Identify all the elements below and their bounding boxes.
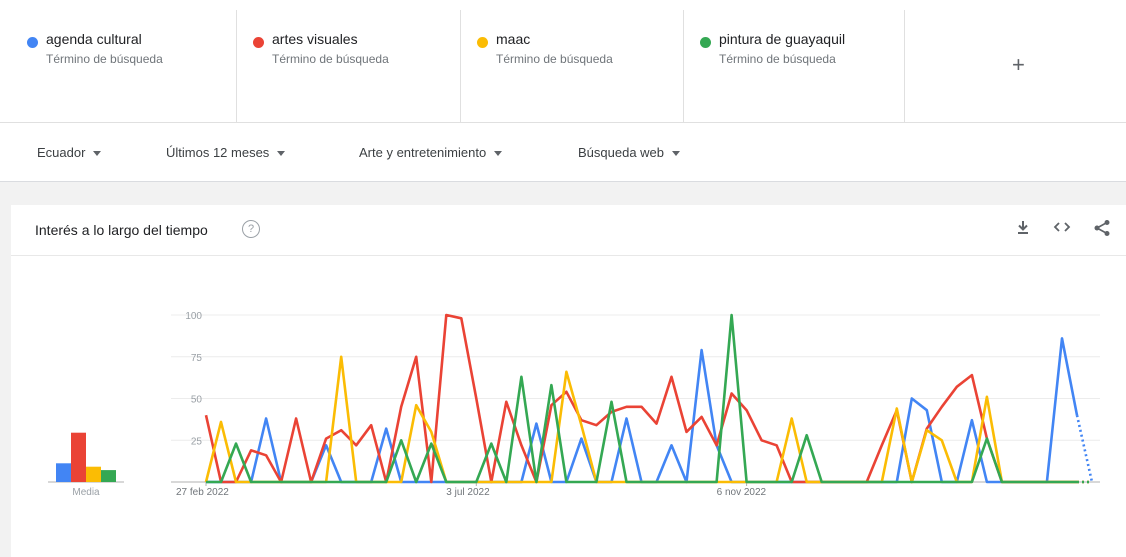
average-bar — [71, 432, 86, 482]
term-artes-visuales[interactable]: artes visuales Término de búsqueda — [237, 10, 461, 122]
caret-down-icon — [277, 151, 286, 157]
search-terms-bar: agenda cultural Término de búsqueda arte… — [0, 0, 1126, 122]
series-color-dot — [700, 37, 711, 48]
term-name: agenda cultural — [46, 31, 142, 47]
term-type: Término de búsqueda — [272, 52, 389, 66]
x-tick-label: 3 jul 2022 — [446, 487, 490, 498]
series-line — [206, 337, 1079, 484]
averages-label: Media — [72, 487, 100, 498]
x-tick-label: 6 nov 2022 — [717, 487, 767, 498]
y-tick-label: 50 — [191, 395, 203, 406]
caret-down-icon — [494, 151, 503, 157]
plus-icon: + — [1012, 52, 1025, 77]
term-agenda-cultural[interactable]: agenda cultural Término de búsqueda — [11, 10, 237, 122]
embed-icon[interactable] — [1052, 219, 1072, 238]
period-label: Últimos 12 meses — [166, 145, 270, 160]
series-partial-line — [1075, 414, 1094, 483]
category-label: Arte y entretenimiento — [359, 145, 487, 160]
term-type: Término de búsqueda — [719, 52, 836, 66]
y-tick-label: 25 — [191, 436, 203, 447]
x-tick-label: 27 feb 2022 — [176, 487, 229, 498]
search-type-dropdown[interactable]: Búsqueda web — [578, 145, 681, 160]
download-icon[interactable] — [1016, 219, 1030, 238]
add-term-button[interactable]: + — [905, 10, 1126, 122]
series-color-dot — [253, 37, 264, 48]
term-type: Término de búsqueda — [46, 52, 163, 66]
y-tick-label: 100 — [185, 311, 202, 322]
region-dropdown[interactable]: Ecuador — [37, 145, 102, 160]
share-icon[interactable] — [1093, 219, 1111, 240]
y-tick-label: 75 — [191, 353, 203, 364]
series-line — [206, 313, 1077, 484]
region-label: Ecuador — [37, 145, 86, 160]
series-color-dot — [477, 37, 488, 48]
term-name: pintura de guayaquil — [719, 31, 846, 47]
category-dropdown[interactable]: Arte y entretenimiento — [359, 145, 503, 160]
average-bar — [101, 470, 116, 482]
caret-down-icon — [93, 151, 102, 157]
period-dropdown[interactable]: Últimos 12 meses — [166, 145, 286, 160]
interest-chart: 25 50 75 100 27 feb 2022 3 jul 2022 6 nov 2022… — [48, 311, 1100, 498]
term-maac[interactable]: maac Término de búsqueda — [461, 10, 684, 122]
card-header: Interés a lo largo del tiempo ? — [11, 205, 1126, 256]
average-bar — [56, 463, 71, 482]
filters-bar: Ecuador Últimos 12 meses Arte y entreten… — [0, 122, 1126, 182]
series-line — [204, 355, 1077, 484]
term-type: Término de búsqueda — [496, 52, 613, 66]
term-name: artes visuales — [272, 31, 358, 47]
help-icon[interactable]: ? — [242, 220, 260, 238]
term-name: maac — [496, 31, 531, 47]
series-color-dot — [27, 37, 38, 48]
term-pintura-de-guayaquil[interactable]: pintura de guayaquil Término de búsqueda — [684, 10, 905, 122]
search-type-label: Búsqueda web — [578, 145, 665, 160]
caret-down-icon — [672, 151, 681, 157]
card-title: Interés a lo largo del tiempo — [35, 222, 208, 238]
interest-over-time-card: Interés a lo largo del tiempo ? 25 50 75 10… — [11, 205, 1126, 557]
average-bar — [86, 466, 101, 482]
